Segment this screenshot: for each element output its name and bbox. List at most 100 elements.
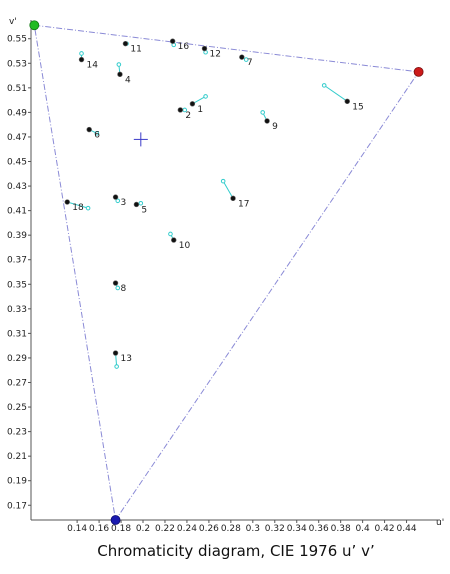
y-tick-label: 0.17 bbox=[7, 501, 27, 511]
measured-point bbox=[177, 107, 184, 113]
sample-label: 6 bbox=[94, 131, 100, 141]
x-tick-label: 0.16 bbox=[89, 524, 109, 534]
reference-point bbox=[94, 130, 100, 136]
red-primary-point bbox=[413, 66, 424, 77]
measured-point bbox=[169, 38, 176, 44]
measured-point bbox=[86, 126, 92, 133]
sample-label: 9 bbox=[272, 122, 278, 132]
x-axis-label: u' bbox=[436, 518, 444, 528]
reference-point bbox=[260, 110, 265, 115]
sample-label: 12 bbox=[209, 50, 220, 60]
sample-label: 18 bbox=[72, 203, 84, 213]
green-primary-point bbox=[29, 20, 40, 31]
y-tick-label: 0.55 bbox=[7, 35, 27, 45]
x-tick-label: 0.18 bbox=[111, 524, 131, 534]
sample-label: 5 bbox=[141, 205, 147, 215]
gamut-triangle bbox=[33, 24, 420, 522]
gamut-outline bbox=[33, 24, 420, 522]
reference-point bbox=[203, 94, 208, 99]
sample-link-line bbox=[222, 180, 234, 199]
y-tick-label: 0.47 bbox=[7, 133, 27, 143]
reference-point bbox=[220, 178, 226, 184]
measured-point bbox=[112, 350, 119, 356]
y-tick-label: 0.51 bbox=[7, 84, 27, 94]
measured-point bbox=[112, 194, 119, 200]
axes: 0.170.190.210.230.250.270.290.310.330.35… bbox=[7, 20, 440, 534]
y-tick-label: 0.29 bbox=[7, 354, 27, 364]
x-tick-label: 0.22 bbox=[155, 524, 175, 534]
measured-point bbox=[112, 280, 119, 286]
sample-label: 4 bbox=[125, 75, 131, 85]
measured-point bbox=[264, 118, 270, 124]
reference-point bbox=[79, 51, 84, 56]
x-tick-label: 0.44 bbox=[397, 524, 417, 534]
x-tick-label: 0.32 bbox=[265, 524, 285, 534]
y-tick-label: 0.39 bbox=[7, 231, 27, 241]
measured-point bbox=[230, 195, 236, 202]
measured-point bbox=[171, 237, 177, 243]
x-tick-label: 0.2 bbox=[136, 524, 150, 534]
measured-point bbox=[64, 199, 70, 205]
measured-point bbox=[344, 98, 350, 105]
reference-point bbox=[115, 285, 121, 291]
measured-point bbox=[189, 101, 196, 107]
measured-point bbox=[201, 45, 208, 52]
y-tick-label: 0.35 bbox=[7, 280, 27, 290]
sample-label: 1 bbox=[197, 105, 203, 115]
y-tick-label: 0.45 bbox=[7, 158, 27, 168]
chart-title: Chromaticity diagram, CIE 1976 u’ v’ bbox=[97, 542, 374, 560]
y-tick-label: 0.27 bbox=[7, 378, 27, 388]
x-tick-label: 0.28 bbox=[221, 524, 241, 534]
x-tick-label: 0.4 bbox=[355, 524, 370, 534]
x-tick-label: 0.38 bbox=[331, 524, 351, 534]
blue-primary-point bbox=[110, 515, 121, 525]
reference-point bbox=[321, 83, 327, 88]
measured-point bbox=[133, 201, 140, 208]
y-tick-label: 0.19 bbox=[7, 477, 27, 487]
x-tick-label: 0.34 bbox=[287, 524, 307, 534]
x-tick-label: 0.3 bbox=[246, 524, 260, 534]
reference-point bbox=[115, 198, 121, 204]
sample-label: 13 bbox=[121, 354, 132, 364]
sample-label: 11 bbox=[130, 45, 141, 55]
x-tick-label: 0.36 bbox=[309, 524, 329, 534]
y-axis-label: v' bbox=[9, 17, 17, 27]
sample-label: 8 bbox=[121, 284, 127, 294]
y-tick-label: 0.43 bbox=[7, 182, 27, 192]
reference-point bbox=[114, 364, 119, 369]
primary-markers bbox=[29, 20, 424, 525]
sample-link-line bbox=[323, 84, 348, 102]
x-tick-label: 0.42 bbox=[375, 524, 395, 534]
y-tick-label: 0.33 bbox=[7, 305, 27, 315]
x-tick-label: 0.24 bbox=[177, 524, 197, 534]
sample-label: 3 bbox=[121, 198, 127, 208]
x-tick-label: 0.26 bbox=[199, 524, 219, 534]
sample-label: 16 bbox=[178, 42, 190, 52]
measured-point bbox=[78, 56, 85, 63]
reference-point bbox=[168, 231, 173, 237]
reference-point bbox=[138, 200, 144, 206]
y-tick-label: 0.37 bbox=[7, 256, 27, 266]
y-tick-label: 0.49 bbox=[7, 108, 27, 118]
sample-label: 17 bbox=[238, 199, 249, 209]
measured-point bbox=[117, 71, 123, 78]
y-tick-label: 0.21 bbox=[7, 452, 27, 462]
y-tick-label: 0.31 bbox=[7, 329, 27, 339]
sample-label: 7 bbox=[247, 58, 253, 68]
sample-label: 10 bbox=[179, 241, 191, 251]
y-tick-label: 0.25 bbox=[7, 403, 27, 413]
measured-point bbox=[122, 40, 129, 47]
sample-label: 14 bbox=[87, 61, 99, 71]
measured-point bbox=[239, 54, 245, 60]
y-tick-label: 0.23 bbox=[7, 428, 27, 438]
y-tick-label: 0.41 bbox=[7, 207, 27, 217]
reference-point bbox=[243, 57, 249, 62]
y-tick-label: 0.53 bbox=[7, 59, 27, 69]
reference-point bbox=[116, 62, 122, 67]
sample-link-line bbox=[67, 201, 89, 209]
reference-point bbox=[85, 205, 91, 211]
sample-label: 15 bbox=[352, 102, 363, 112]
white-point-marker bbox=[133, 132, 148, 147]
